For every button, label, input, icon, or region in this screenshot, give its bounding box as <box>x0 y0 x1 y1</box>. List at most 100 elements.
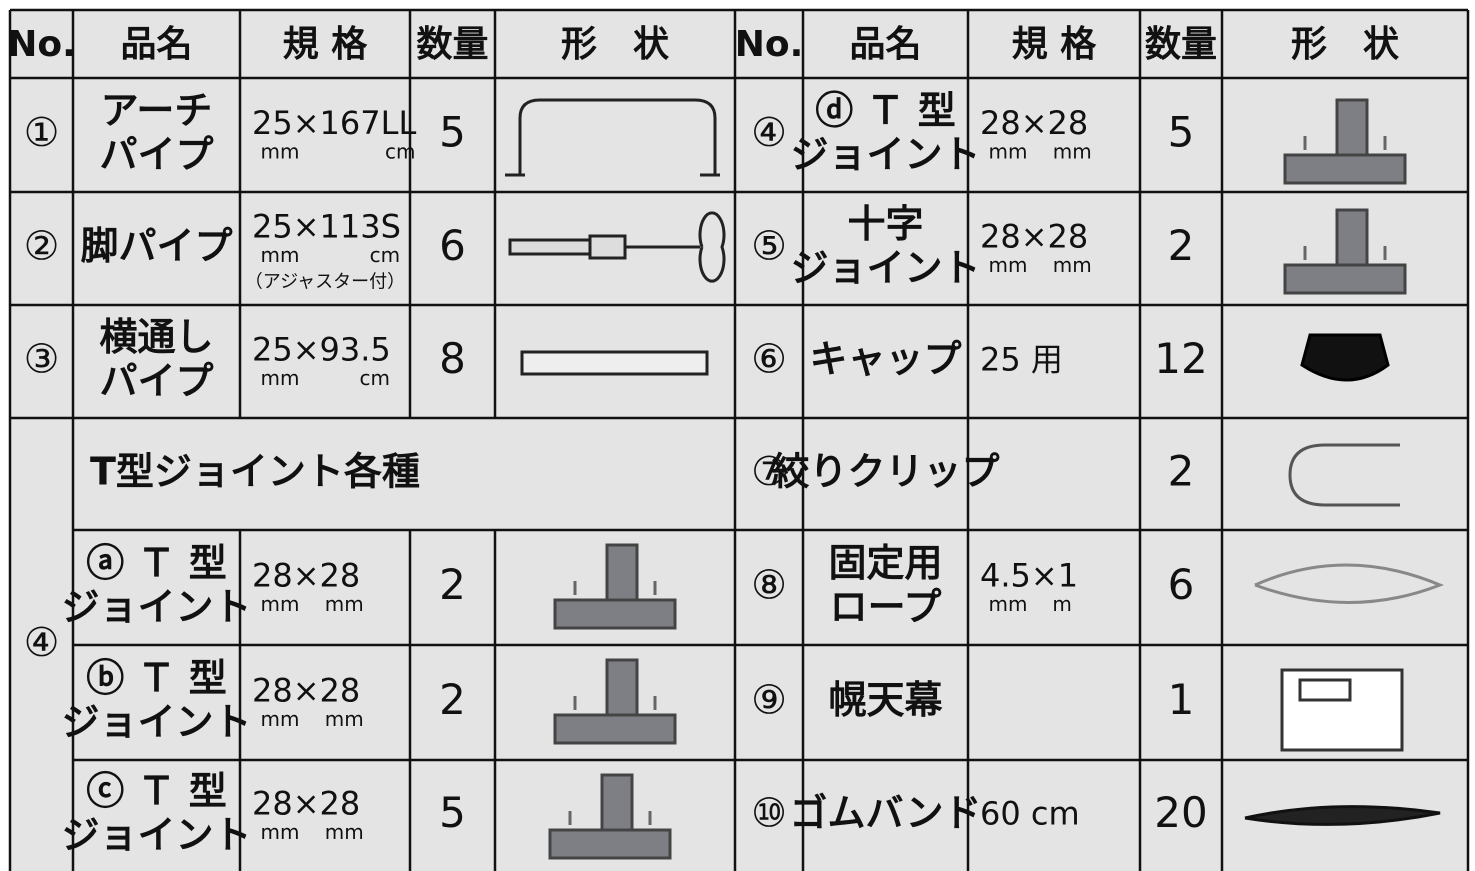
shape-illustration <box>1244 805 1441 826</box>
spec: 4.5×1 <box>980 557 1078 595</box>
item-name: ジョイント <box>790 246 980 290</box>
item-number: ⑧ <box>751 563 787 609</box>
header-cell: 品名 <box>849 24 921 65</box>
spec: 28×28 <box>980 104 1088 142</box>
item-name: アーチ <box>101 89 213 133</box>
header-cell: 規 格 <box>283 24 369 65</box>
header-cell: 規 格 <box>1012 24 1098 65</box>
item-name: 脚パイプ <box>80 224 232 268</box>
quantity: 6 <box>1168 560 1195 609</box>
quantity: 5 <box>1168 108 1195 157</box>
item-number: ① <box>24 110 60 156</box>
shape-illustration <box>573 696 657 710</box>
spec-unit: mm <box>325 707 364 731</box>
item-name: ⓒ Ｔ 型 <box>86 769 226 813</box>
shape-illustration <box>1303 246 1387 260</box>
spec: 28×28 <box>252 785 360 823</box>
shape-illustration <box>553 598 677 630</box>
spec: 28×28 <box>252 557 360 595</box>
spec-unit: cm <box>385 140 415 164</box>
item-number: ⑦ <box>751 449 787 495</box>
quantity: 2 <box>439 675 466 724</box>
quantity: 2 <box>1168 221 1195 270</box>
spec-unit: mm <box>261 820 300 844</box>
shape-illustration <box>505 98 720 177</box>
spec-unit: cm <box>370 243 400 267</box>
spec-unit: cm <box>360 366 390 390</box>
shape-illustration <box>605 543 639 602</box>
item-name: ⓑ Ｔ 型 <box>86 656 226 700</box>
spec: 25 用 <box>980 341 1063 379</box>
shape-illustration <box>548 828 672 860</box>
shape-illustration <box>508 234 700 260</box>
shape-illustration <box>698 211 726 283</box>
item-name: 絞りクリップ <box>771 450 999 494</box>
item-name: ジョイント <box>61 585 251 629</box>
spec: 25×113S <box>252 208 401 246</box>
spec-unit: mm <box>261 592 300 616</box>
shape-illustration <box>1335 98 1369 157</box>
spec-unit: mm <box>261 707 300 731</box>
shape-illustration <box>1280 668 1404 752</box>
shape-illustration <box>1283 263 1407 295</box>
quantity: 6 <box>439 221 466 270</box>
spec-unit: mm <box>989 140 1028 164</box>
spec: 28×28 <box>252 672 360 710</box>
item-number: ④ <box>24 620 60 666</box>
group-title: T型ジョイント各種 <box>90 450 420 494</box>
table-background <box>10 10 1468 871</box>
quantity: 1 <box>1168 675 1195 724</box>
shape-illustration <box>1300 333 1390 382</box>
quantity: 2 <box>1168 447 1195 496</box>
spec-unit: m <box>1052 592 1071 616</box>
spec-unit: mm <box>325 592 364 616</box>
shape-illustration <box>600 773 634 832</box>
item-name: 固定用 <box>828 541 942 585</box>
quantity: 5 <box>439 788 466 837</box>
header-cell: No. <box>7 24 76 65</box>
shape-illustration <box>1335 208 1369 267</box>
item-name: ジョイント <box>61 700 251 744</box>
spec-unit: mm <box>261 366 300 390</box>
spec-unit: mm <box>261 243 300 267</box>
shape-illustration <box>553 713 677 745</box>
quantity: 5 <box>439 108 466 157</box>
spec-unit: mm <box>989 253 1028 277</box>
item-name: ⓐ Ｔ 型 <box>86 541 226 585</box>
shape-illustration <box>573 581 657 595</box>
item-name: ⓓ Ｔ 型 <box>815 89 955 133</box>
item-name: 十字 <box>847 202 923 246</box>
item-name: パイプ <box>99 359 213 403</box>
header-cell: 形 状 <box>561 24 670 65</box>
item-name: 横通し <box>99 315 213 359</box>
shape-illustration <box>1288 443 1400 507</box>
item-number: ⑩ <box>751 791 787 837</box>
item-name: ロープ <box>830 585 942 629</box>
shape-illustration <box>1283 153 1407 185</box>
quantity: 12 <box>1154 334 1207 383</box>
item-number: ② <box>24 224 60 270</box>
item-name: キャップ <box>809 337 961 381</box>
item-number: ⑨ <box>751 678 787 724</box>
header-cell: No. <box>735 24 804 65</box>
item-name: ゴムバンド <box>790 791 982 835</box>
item-number: ⑤ <box>751 224 787 270</box>
spec: 25×167LL <box>252 104 416 142</box>
shape-illustration <box>605 658 639 717</box>
header-cell: 形 状 <box>1291 24 1400 65</box>
spec-unit: mm <box>1053 253 1092 277</box>
shape-illustration <box>568 811 652 825</box>
spec: 60 cm <box>980 795 1080 833</box>
item-number: ④ <box>751 110 787 156</box>
spec-unit: mm <box>261 140 300 164</box>
spec-note: （アジャスター付） <box>245 272 405 293</box>
header-cell: 数量 <box>416 24 488 65</box>
spec: 28×28 <box>980 218 1088 256</box>
spec-unit: mm <box>1053 140 1092 164</box>
shape-illustration <box>520 350 709 376</box>
spec: 25×93.5 <box>252 331 391 369</box>
header-cell: 数量 <box>1145 24 1217 65</box>
item-number: ⑥ <box>751 337 787 383</box>
item-name: パイプ <box>99 133 213 177</box>
